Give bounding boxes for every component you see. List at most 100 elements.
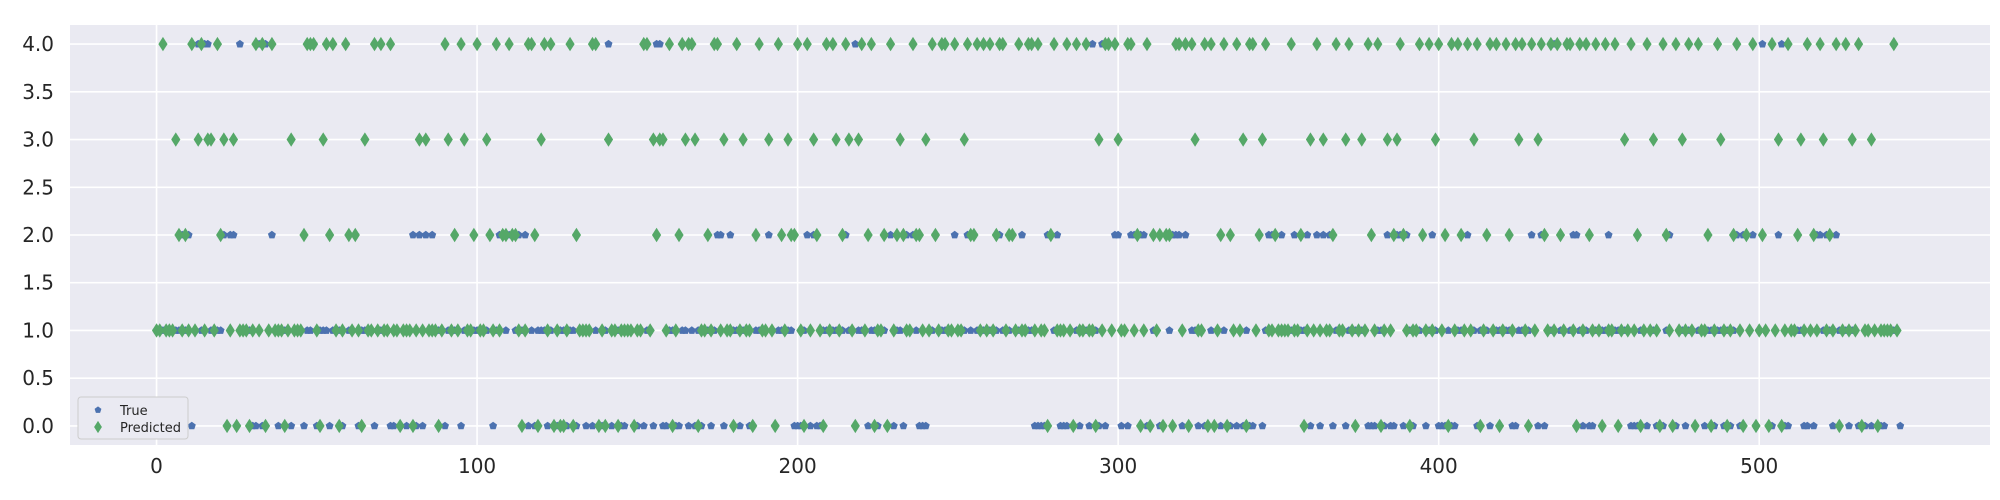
predicted-point bbox=[908, 36, 918, 52]
true-point bbox=[921, 421, 930, 430]
predicted-point bbox=[1421, 323, 1431, 338]
predicted-point bbox=[328, 36, 338, 52]
predicted-point bbox=[1889, 36, 1899, 52]
predicted-point bbox=[434, 418, 444, 434]
true-point bbox=[1194, 421, 1203, 430]
true-point bbox=[803, 230, 812, 239]
predicted-point bbox=[879, 227, 889, 243]
predicted-point bbox=[924, 323, 934, 338]
predicted-point bbox=[536, 132, 546, 147]
predicted-point bbox=[443, 132, 453, 147]
predicted-point bbox=[283, 323, 293, 338]
true-point bbox=[1486, 421, 1494, 430]
predicted-point bbox=[626, 323, 636, 338]
predicted-point bbox=[664, 36, 674, 52]
predicted-point bbox=[1873, 418, 1883, 434]
predicted-point bbox=[158, 36, 168, 52]
predicted-point bbox=[417, 323, 428, 338]
predicted-point bbox=[642, 36, 652, 52]
predicted-point bbox=[533, 418, 543, 434]
predicted-point bbox=[1613, 418, 1623, 434]
true-point bbox=[1242, 326, 1251, 334]
predicted-point bbox=[321, 36, 332, 52]
true-point bbox=[1604, 230, 1613, 239]
predicted-point bbox=[225, 323, 235, 338]
predicted-point bbox=[1578, 323, 1588, 338]
predicted-point bbox=[1706, 418, 1716, 434]
predicted-point bbox=[1254, 227, 1264, 243]
predicted-point bbox=[1078, 323, 1088, 338]
predicted-point bbox=[539, 36, 549, 52]
true-point bbox=[300, 421, 308, 430]
predicted-point bbox=[796, 323, 806, 338]
predicted-point bbox=[725, 323, 735, 338]
predicted-point bbox=[1475, 418, 1485, 434]
predicted-point bbox=[1793, 227, 1803, 243]
predicted-point bbox=[1257, 132, 1267, 147]
true-point bbox=[1207, 326, 1216, 334]
predicted-point bbox=[171, 132, 181, 147]
predicted-point bbox=[760, 323, 771, 338]
predicted-point bbox=[504, 36, 514, 52]
x-tick-label: 500 bbox=[1740, 454, 1778, 478]
predicted-point bbox=[1126, 36, 1136, 52]
true-point bbox=[1370, 421, 1379, 430]
predicted-point bbox=[1761, 323, 1771, 338]
true-point bbox=[1219, 326, 1228, 334]
predicted-point bbox=[1642, 36, 1652, 52]
true-point bbox=[389, 421, 398, 430]
true-point bbox=[1248, 421, 1257, 430]
true-point bbox=[187, 421, 196, 430]
predicted-point bbox=[728, 418, 739, 434]
true-point bbox=[675, 421, 683, 430]
predicted-point bbox=[190, 323, 200, 338]
predicted-point bbox=[1402, 323, 1412, 338]
predicted-point bbox=[373, 323, 383, 338]
predicted-point bbox=[934, 323, 944, 338]
predicted-point bbox=[1453, 36, 1463, 52]
predicted-point bbox=[568, 418, 578, 434]
predicted-point bbox=[1652, 323, 1662, 338]
predicted-point bbox=[1382, 132, 1392, 147]
predicted-point bbox=[408, 418, 418, 434]
true-point bbox=[569, 326, 578, 334]
predicted-point bbox=[1607, 323, 1617, 338]
predicted-point bbox=[1299, 418, 1309, 434]
predicted-point bbox=[895, 132, 905, 147]
predicted-point bbox=[857, 36, 867, 52]
true-point bbox=[1316, 421, 1325, 430]
true-point bbox=[681, 326, 690, 334]
predicted-point bbox=[645, 323, 655, 338]
true-point bbox=[1178, 421, 1187, 430]
predicted-point bbox=[276, 323, 287, 338]
predicted-point bbox=[978, 36, 989, 52]
predicted-point bbox=[1328, 227, 1338, 243]
predicted-point bbox=[1325, 323, 1335, 338]
predicted-point bbox=[770, 418, 780, 434]
true-point bbox=[203, 39, 212, 48]
predicted-point bbox=[1815, 36, 1825, 52]
predicted-point bbox=[1847, 132, 1857, 147]
predicted-point bbox=[687, 36, 697, 52]
predicted-point bbox=[1363, 36, 1373, 52]
predicted-point bbox=[1549, 323, 1559, 338]
true-point bbox=[1175, 230, 1183, 239]
true-point bbox=[851, 39, 860, 48]
predicted-point bbox=[1511, 36, 1521, 52]
predicted-point bbox=[1805, 323, 1816, 338]
true-point bbox=[267, 230, 276, 239]
predicted-point bbox=[200, 323, 210, 338]
predicted-point bbox=[1212, 323, 1223, 338]
predicted-point bbox=[530, 227, 540, 243]
predicted-point bbox=[1376, 418, 1386, 434]
true-point bbox=[1258, 421, 1267, 430]
true-point bbox=[864, 421, 873, 430]
predicted-point bbox=[1430, 132, 1441, 147]
predicted-point bbox=[1219, 36, 1229, 52]
true-point bbox=[1809, 421, 1818, 430]
predicted-point bbox=[927, 36, 937, 52]
predicted-point bbox=[1658, 36, 1668, 52]
predicted-point bbox=[206, 132, 216, 147]
predicted-point bbox=[1065, 323, 1075, 338]
predicted-point bbox=[1405, 418, 1415, 434]
